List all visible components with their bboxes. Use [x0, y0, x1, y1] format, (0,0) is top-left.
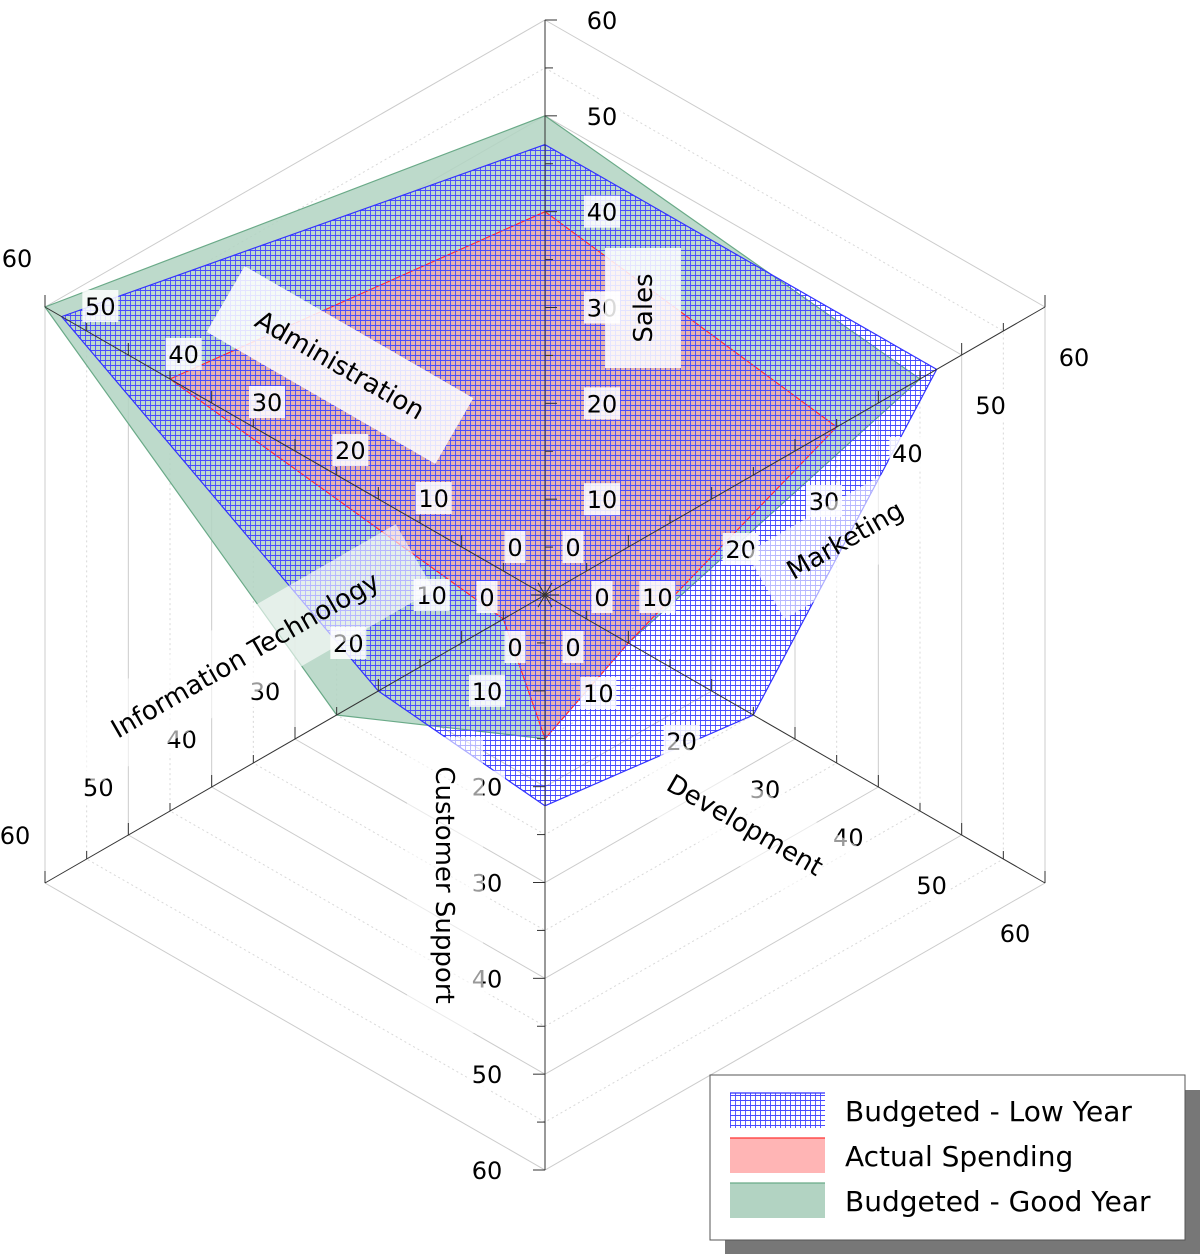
tick-label: 50: [85, 293, 116, 321]
tick-label: 60: [0, 822, 30, 850]
axis-label-bg: [206, 266, 474, 464]
center-marker: [532, 587, 558, 603]
tick-label: 10: [587, 486, 618, 514]
tick-label: 60: [2, 245, 33, 273]
tick-label: 0: [594, 584, 609, 612]
tick-label-bg: [562, 531, 584, 563]
tick-label-bg: [584, 195, 620, 228]
axis-label-text: Customer Support: [429, 766, 459, 1003]
tick-label: 50: [975, 392, 1006, 420]
legend-swatch: [730, 1183, 825, 1218]
tick-label-bg: [591, 581, 613, 613]
tick-label-bg: [504, 631, 526, 663]
tick-label: 20: [335, 437, 366, 465]
axis-label-bg: [605, 248, 681, 368]
axis-label-bg: [632, 738, 858, 912]
tick-label-bg: [0, 819, 33, 851]
tick-label: 0: [565, 534, 580, 562]
tick-label: 60: [472, 1157, 503, 1185]
tick-label: 30: [252, 389, 283, 417]
tick-label-bg: [469, 674, 505, 707]
tick-label: 10: [583, 680, 614, 708]
tick-label-bg: [562, 631, 584, 663]
legend: Budgeted - Low Year Actual Spending Budget…: [709, 1074, 1200, 1254]
tick-label-bg: [1056, 341, 1092, 373]
axes: [44, 19, 1046, 1171]
tick-label-bg: [997, 917, 1033, 949]
tick-label-bg: [249, 386, 285, 418]
tick-label: 50: [472, 1061, 503, 1089]
tick-label-bg: [639, 581, 676, 613]
tick-label-bg: [332, 434, 369, 466]
tick-label-bg: [165, 338, 202, 370]
legend-entry-label: Actual Spending: [845, 1140, 1073, 1173]
tick-label-bg: [972, 389, 1009, 421]
tick-label: 40: [587, 199, 618, 227]
tick-label: 0: [565, 634, 580, 662]
tick-label-bg: [469, 1154, 505, 1186]
tick-label-bg: [415, 482, 452, 514]
legend-swatch: [730, 1138, 825, 1173]
axis-label-development: Development: [632, 738, 858, 912]
tick-label: 0: [479, 584, 494, 612]
axis-label-customer-support: Customer Support: [407, 737, 483, 1033]
axis-label-bg: [56, 524, 434, 786]
axis-label-text: Sales: [629, 273, 659, 342]
tick-label-bg: [584, 483, 620, 516]
tick-label-bg: [584, 4, 620, 36]
tick-label-bg: [476, 581, 498, 613]
legend-entry-label: Budgeted - Low Year: [845, 1095, 1132, 1128]
tick-label: 0: [507, 634, 522, 662]
tick-label-bg: [0, 242, 35, 274]
tick-label: 60: [1059, 344, 1090, 372]
tick-label: 50: [916, 872, 947, 900]
tick-label-bg: [584, 99, 620, 132]
tick-label-bg: [584, 387, 620, 420]
tick-label-bg: [469, 1058, 505, 1091]
tick-label: 40: [892, 440, 923, 468]
tick-label-bg: [504, 531, 526, 563]
tick-label: 40: [168, 341, 199, 369]
tick-label: 0: [507, 534, 522, 562]
tick-label: 20: [587, 390, 618, 418]
tick-label: 60: [587, 7, 618, 35]
axis-label-sales: Sales: [605, 248, 681, 368]
axis-label-bg: [407, 737, 483, 1033]
tick-label-bg: [913, 869, 950, 901]
legend-swatch: [730, 1093, 825, 1128]
tick-label: 60: [1000, 920, 1031, 948]
tick-label-bg: [82, 290, 119, 322]
tick-label: 10: [642, 584, 673, 612]
tick-label: 10: [418, 485, 449, 513]
axis-label-bg: [746, 461, 944, 619]
legend-entry-label: Budgeted - Good Year: [845, 1185, 1151, 1218]
tick-label-bg: [580, 677, 617, 709]
tick-label: 10: [472, 678, 503, 706]
tick-label-bg: [889, 437, 926, 469]
tick-label: 50: [587, 103, 618, 131]
